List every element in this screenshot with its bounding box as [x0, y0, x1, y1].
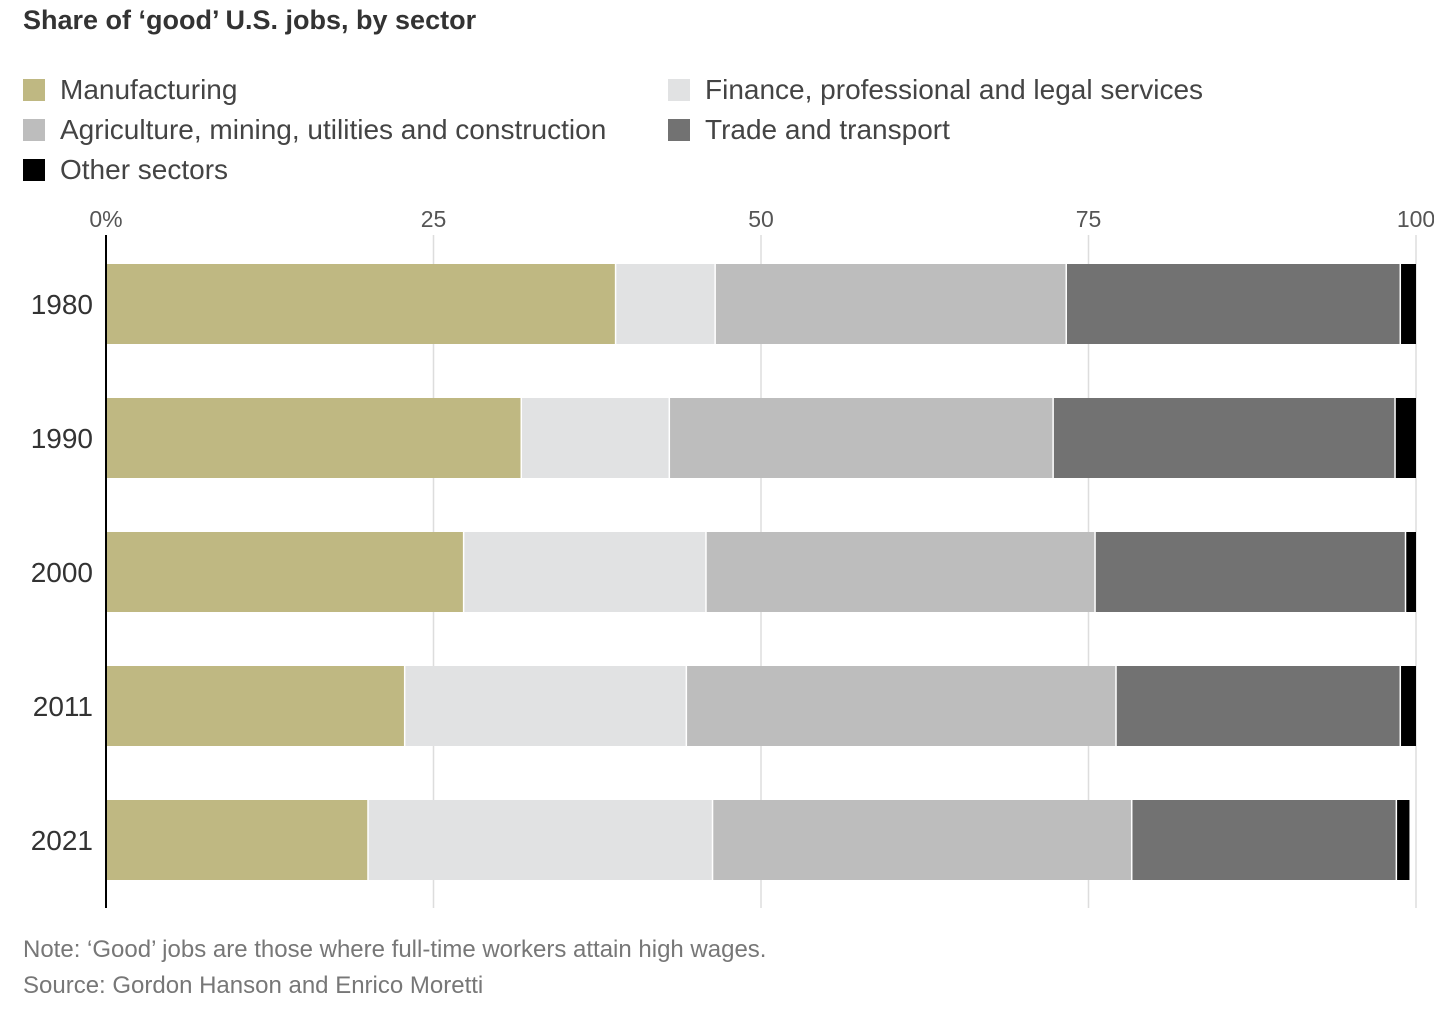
bar-2000-series-3	[1095, 532, 1406, 612]
legend-swatch-agriculture	[23, 119, 45, 141]
chart-title: Share of ‘good’ U.S. jobs, by sector	[23, 5, 477, 35]
bar-2011-series-2	[686, 666, 1117, 746]
legend-swatch-finance	[668, 79, 690, 101]
stacked-bar-chart: 0% 25 50 75 100 1980 1990 2000 2011 2021	[31, 206, 1434, 908]
legend-label-trade: Trade and transport	[705, 114, 950, 145]
bar-2021-series-3	[1131, 800, 1397, 880]
x-tick-label-0: 0%	[89, 206, 122, 232]
x-tick-label-50: 50	[748, 206, 774, 232]
legend-label-manufacturing: Manufacturing	[60, 74, 238, 105]
bar-1990-series-4	[1395, 398, 1416, 478]
bar-1980-series-0	[106, 264, 616, 344]
x-tick-label-100: 100	[1397, 206, 1434, 232]
bar-2000-series-0	[106, 532, 464, 612]
bar-2000-series-1	[463, 532, 706, 612]
bar-1980-series-4	[1400, 264, 1416, 344]
legend-label-finance: Finance, professional and legal services	[705, 74, 1204, 105]
legend-swatch-trade	[668, 119, 690, 141]
legend-item-other: Other sectors	[23, 150, 228, 190]
legend-swatch-other	[23, 159, 45, 181]
bar-1990-series-3	[1053, 398, 1396, 478]
legend-item-agriculture: Agriculture, mining, utilities and const…	[23, 110, 606, 150]
chart-note: Note: ‘Good’ jobs are those where full-t…	[23, 936, 767, 963]
chart-source: Source: Gordon Hanson and Enrico Moretti	[23, 972, 484, 999]
legend-item-manufacturing: Manufacturing	[23, 70, 237, 110]
bar-2011-series-3	[1116, 666, 1401, 746]
legend-label-agriculture: Agriculture, mining, utilities and const…	[60, 114, 607, 145]
bar-2011-series-1	[404, 666, 687, 746]
bar-1990-series-2	[669, 398, 1054, 478]
x-tick-label-25: 25	[421, 206, 447, 232]
category-label-2021: 2021	[31, 825, 93, 856]
bar-2021-series-2	[712, 800, 1132, 880]
bar-1980-series-1	[615, 264, 716, 344]
x-tick-label-75: 75	[1076, 206, 1102, 232]
legend-item-finance: Finance, professional and legal services	[668, 70, 1203, 110]
legend: Manufacturing Finance, professional and …	[23, 70, 1403, 190]
category-label-2000: 2000	[31, 557, 93, 588]
bar-1990-series-1	[521, 398, 670, 478]
bar-2000-series-2	[705, 532, 1096, 612]
legend-item-trade: Trade and transport	[668, 110, 950, 150]
bar-1980-series-3	[1066, 264, 1401, 344]
bar-2021-series-4	[1396, 800, 1410, 880]
bar-2021-series-0	[106, 800, 368, 880]
bar-2011-series-4	[1400, 666, 1416, 746]
bar-2000-series-4	[1405, 532, 1416, 612]
category-label-1990: 1990	[31, 423, 93, 454]
legend-label-other: Other sectors	[60, 154, 229, 185]
bar-2021-series-1	[368, 800, 713, 880]
legend-swatch-manufacturing	[23, 79, 45, 101]
category-label-1980: 1980	[31, 289, 93, 320]
category-label-2011: 2011	[33, 691, 93, 722]
bar-1980-series-2	[715, 264, 1067, 344]
bar-2011-series-0	[106, 666, 405, 746]
bar-1990-series-0	[106, 398, 522, 478]
